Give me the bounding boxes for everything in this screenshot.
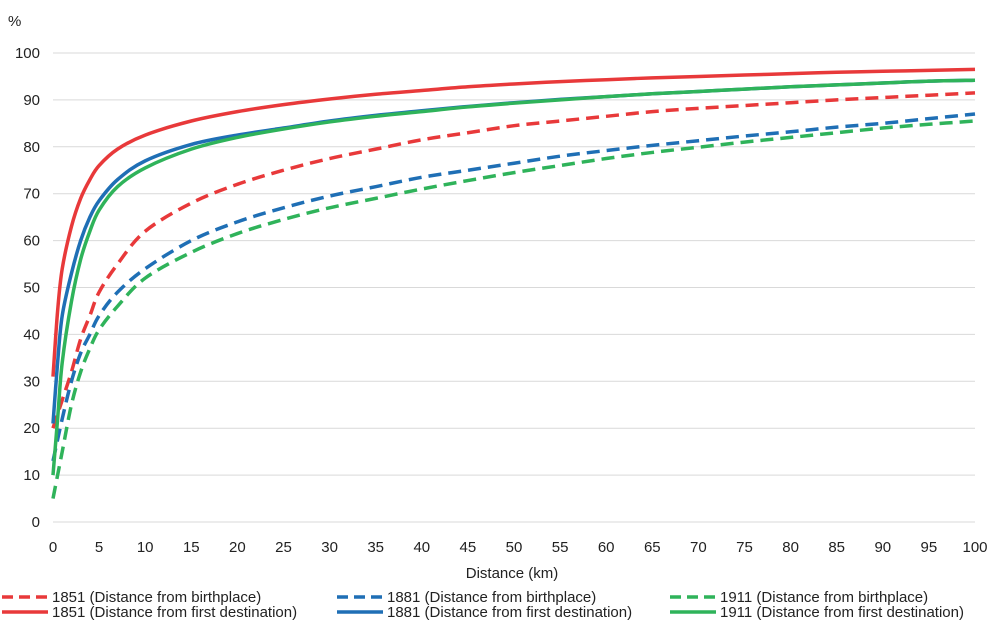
y-tick-label: 10 [23,467,40,484]
legend-label-5: 1911 (Distance from first destination) [720,604,964,621]
x-tick-label: 45 [460,539,477,556]
y-tick-label: 80 [23,139,40,156]
x-tick-labels: 0 5 10 15 20 25 30 35 40 45 50 55 60 65 70 75 80 85 90 95 10… [49,539,988,556]
y-tick-label: 50 [23,280,40,297]
x-tick-label: 100 [962,539,987,556]
y-tick-label: 100 [15,45,40,62]
x-tick-label: 30 [321,539,338,556]
x-tick-label: 85 [828,539,845,556]
series-line-2 [51,119,976,499]
legend-label-2: 1911 (Distance from birthplace) [720,589,928,606]
series-line-5 [51,78,976,476]
x-tick-label: 50 [506,539,523,556]
x-tick-label: 10 [137,539,154,556]
series-line-3 [51,67,976,377]
x-tick-label: 15 [183,539,200,556]
x-axis-title: Distance (km) [466,565,559,582]
legend-label-0: 1851 (Distance from birthplace) [52,589,261,606]
x-tick-label: 70 [690,539,707,556]
x-tick-label: 75 [736,539,753,556]
y-axis-unit-label: % [8,13,21,30]
y-tick-label: 90 [23,92,40,109]
y-tick-labels: 0 10 20 30 40 50 60 70 80 90 100 [15,45,40,531]
x-tick-label: 60 [598,539,615,556]
y-tick-label: 70 [23,186,40,203]
series-line-0 [51,91,976,429]
x-tick-label: 25 [275,539,292,556]
x-tick-label: 90 [874,539,891,556]
x-tick-label: 35 [367,539,384,556]
x-tick-label: 0 [49,539,57,556]
series-lines [51,67,976,499]
x-tick-label: 95 [921,539,938,556]
x-tick-label: 20 [229,539,246,556]
legend: 1851 (Distance from birthplace) 1881 (Dis… [2,589,964,621]
y-tick-label: 0 [32,514,40,531]
x-tick-label: 80 [782,539,799,556]
x-tick-label: 5 [95,539,103,556]
series-line-4 [51,78,976,424]
y-tick-label: 30 [23,373,40,390]
gridlines [53,52,975,523]
y-tick-label: 20 [23,420,40,437]
series-line-1 [51,112,976,462]
y-tick-label: 40 [23,326,40,343]
legend-label-4: 1881 (Distance from first destination) [387,604,632,621]
x-tick-label: 40 [413,539,430,556]
legend-label-3: 1851 (Distance from first destination) [52,604,297,621]
x-tick-label: 55 [552,539,569,556]
y-tick-label: 60 [23,233,40,250]
x-tick-label: 65 [644,539,661,556]
legend-label-1: 1881 (Distance from birthplace) [387,589,596,606]
